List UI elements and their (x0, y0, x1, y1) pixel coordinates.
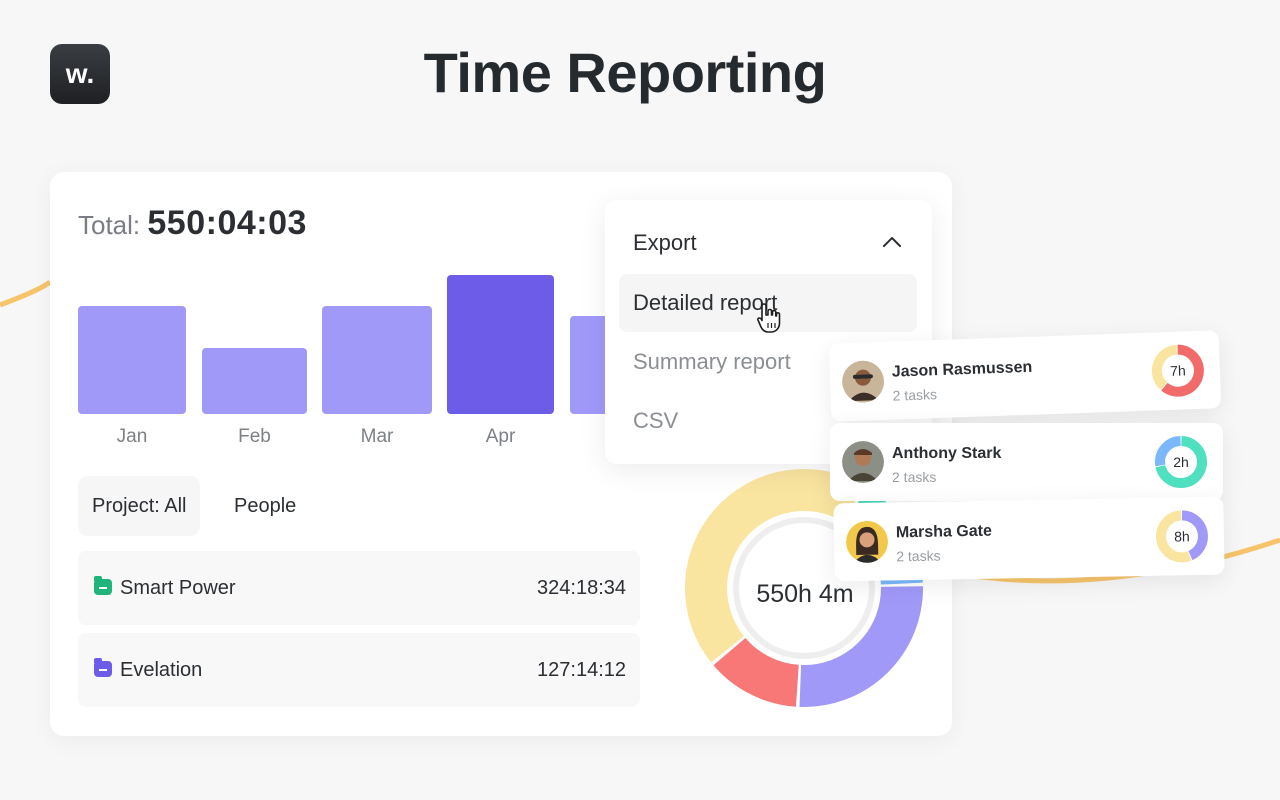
bar-label: Feb (238, 426, 271, 447)
person-card[interactable]: Marsha Gate 2 tasks 8h (833, 496, 1225, 582)
avatar (842, 360, 885, 403)
person-name: Anthony Stark (892, 445, 1002, 462)
project-name: Evelation (120, 659, 203, 681)
ring-segment (713, 637, 800, 707)
page-title: Time Reporting (423, 41, 827, 104)
project-row[interactable]: Evelation 127:14:12 (78, 633, 640, 707)
ring-segment (685, 469, 865, 663)
bar-jan[interactable] (78, 306, 186, 414)
bar-mar[interactable] (322, 306, 432, 414)
ring-segment (1161, 344, 1204, 397)
avatar (842, 441, 884, 483)
bar-label: Jan (116, 426, 148, 447)
project-time: 127:14:12 (537, 659, 626, 681)
ring-segment (1151, 344, 1178, 390)
export-option-csv[interactable]: CSV (633, 408, 679, 433)
person-name: Marsha Gate (895, 522, 993, 542)
bar-label: Mar (360, 426, 394, 447)
bar-apr[interactable] (447, 275, 554, 414)
ring-segment (799, 586, 923, 707)
folder-icon (94, 576, 112, 595)
export-option-summary[interactable]: Summary report (633, 349, 791, 374)
time-donut-chart (685, 469, 923, 707)
person-tasks: 2 tasks (896, 547, 941, 565)
project-name: Smart Power (120, 577, 236, 599)
ring-segment (1155, 436, 1207, 488)
chevron-up-icon[interactable] (882, 236, 902, 248)
total-label: Total: (78, 210, 141, 240)
ring-segment (1181, 510, 1208, 561)
person-hours-ring (1155, 436, 1207, 488)
project-filter-button[interactable]: Project: All (78, 476, 201, 536)
person-card[interactable]: Jason Rasmussen 2 tasks 7h (828, 330, 1222, 422)
person-hours-ring (1155, 510, 1208, 563)
total-summary: Total: 550:04:03 (78, 204, 307, 243)
bar-feb[interactable] (202, 348, 307, 414)
project-row[interactable]: Smart Power 324:18:34 (78, 551, 640, 625)
export-title: Export (633, 230, 697, 255)
bar-label: Apr (485, 426, 516, 447)
person-name: Jason Rasmussen (891, 358, 1033, 381)
total-value: 550:04:03 (147, 204, 307, 242)
person-tasks: 2 tasks (892, 469, 937, 485)
donut-total-label: 550h 4m (756, 580, 854, 608)
avatar (846, 520, 889, 564)
folder-icon (94, 658, 112, 677)
hand-cursor-icon (757, 303, 781, 333)
project-time: 324:18:34 (537, 577, 626, 599)
person-tasks: 2 tasks (892, 386, 938, 404)
app-logo[interactable]: w. (50, 44, 110, 104)
ring-segment (1155, 436, 1182, 467)
person-card[interactable]: Anthony Stark 2 tasks 2h (830, 423, 1223, 501)
person-hours-ring (1151, 344, 1204, 397)
person-hours: 8h (1174, 528, 1190, 545)
person-hours: 2h (1173, 454, 1189, 470)
monthly-bar-chart (78, 270, 698, 414)
person-hours: 7h (1169, 362, 1186, 379)
ring-segment (1155, 510, 1192, 563)
people-filter-button[interactable]: People (234, 495, 297, 517)
